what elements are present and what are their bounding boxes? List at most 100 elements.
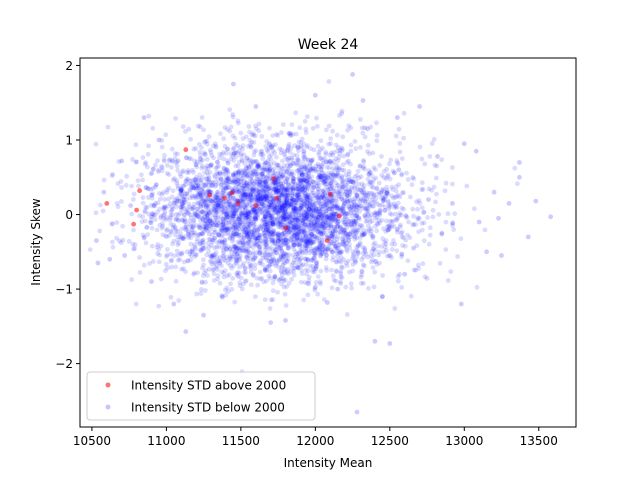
point-below-2000 [268, 204, 274, 210]
point-below-2000 [204, 252, 210, 258]
point-below-2000 [309, 202, 315, 208]
point-below-2000 [234, 271, 240, 276]
point-below-2000 [158, 215, 164, 221]
point-below-2000 [450, 220, 455, 226]
point-below-2000 [360, 206, 366, 211]
point-below-2000 [339, 145, 344, 151]
point-below-2000 [252, 255, 258, 261]
point-below-2000 [296, 158, 301, 164]
point-below-2000 [241, 224, 247, 230]
point-below-2000 [277, 221, 283, 227]
point-below-2000 [198, 157, 203, 163]
point-below-2000 [284, 169, 290, 174]
point-below-2000 [311, 184, 316, 190]
point-below-2000 [354, 173, 360, 179]
point-below-2000 [266, 186, 272, 192]
point-below-2000 [361, 193, 367, 198]
point-below-2000 [433, 199, 438, 205]
point-below-2000 [242, 269, 247, 275]
point-below-2000 [265, 223, 270, 229]
point-below-2000 [330, 172, 336, 178]
point-below-2000 [207, 147, 213, 153]
point-below-2000 [302, 234, 308, 240]
point-below-2000 [168, 201, 173, 206]
point-below-2000 [201, 224, 207, 230]
point-below-2000 [342, 200, 348, 206]
point-below-2000 [222, 209, 227, 214]
point-below-2000 [285, 157, 290, 162]
point-below-2000 [246, 244, 252, 249]
point-below-2000 [250, 131, 256, 136]
point-below-2000 [265, 230, 271, 236]
point-below-2000 [226, 212, 232, 218]
point-below-2000 [323, 232, 329, 238]
point-below-2000 [244, 215, 250, 220]
point-below-2000 [219, 181, 225, 187]
point-below-2000 [349, 285, 354, 291]
point-below-2000 [275, 231, 281, 236]
point-below-2000 [327, 216, 333, 222]
point-below-2000 [140, 214, 146, 220]
point-below-2000 [213, 198, 218, 204]
point-below-2000 [307, 243, 312, 249]
point-below-2000 [302, 221, 308, 227]
point-below-2000 [260, 188, 266, 194]
point-below-2000 [403, 214, 409, 219]
point-below-2000 [179, 250, 185, 256]
point-below-2000 [221, 220, 227, 225]
point-below-2000 [241, 210, 247, 216]
point-below-2000 [291, 152, 297, 158]
point-below-2000 [298, 177, 303, 183]
point-below-2000 [351, 228, 356, 233]
point-below-2000 [183, 155, 189, 160]
point-below-2000 [349, 203, 355, 209]
point-below-2000 [164, 171, 170, 176]
point-below-2000 [334, 259, 339, 265]
point-below-2000 [286, 182, 291, 188]
point-below-2000 [334, 269, 339, 275]
point-below-2000 [316, 206, 322, 212]
point-below-2000 [299, 173, 305, 179]
point-below-2000 [194, 185, 200, 191]
point-below-2000 [222, 205, 228, 211]
point-below-2000 [385, 172, 391, 178]
point-below-2000 [329, 200, 335, 206]
point-below-2000 [355, 187, 361, 192]
point-below-2000 [286, 245, 292, 250]
point-below-2000 [328, 150, 334, 156]
point-below-2000 [298, 179, 304, 185]
point-below-2000 [370, 150, 376, 156]
point-below-2000 [399, 254, 404, 260]
point-below-2000 [317, 173, 323, 179]
point-below-2000 [291, 242, 297, 248]
point-below-2000 [235, 189, 241, 194]
point-below-2000 [258, 238, 263, 244]
point-below-2000 [283, 237, 289, 243]
point-below-2000 [191, 146, 197, 152]
point-below-2000 [318, 218, 324, 224]
point-below-2000 [225, 185, 231, 191]
point-below-2000 [260, 156, 266, 162]
point-below-2000 [213, 215, 219, 221]
point-below-2000 [280, 255, 286, 261]
point-below-2000 [250, 220, 255, 226]
point-below-2000 [282, 196, 287, 201]
point-below-2000 [293, 181, 299, 187]
point-below-2000 [307, 176, 313, 182]
point-below-2000 [255, 176, 260, 182]
point-below-2000 [307, 206, 312, 212]
point-below-2000 [133, 159, 139, 165]
point-below-2000 [383, 229, 389, 234]
point-below-2000 [245, 184, 251, 189]
point-below-2000 [176, 218, 182, 224]
point-below-2000 [232, 251, 237, 257]
y-tick-label: 2 [65, 59, 73, 73]
point-below-2000 [223, 227, 229, 233]
point-below-2000 [385, 198, 391, 204]
point-below-2000 [183, 209, 189, 215]
point-below-2000 [298, 186, 304, 192]
point-below-2000 [242, 161, 248, 166]
point-below-2000 [218, 182, 224, 188]
point-below-2000 [401, 110, 407, 116]
point-below-2000 [315, 175, 321, 181]
